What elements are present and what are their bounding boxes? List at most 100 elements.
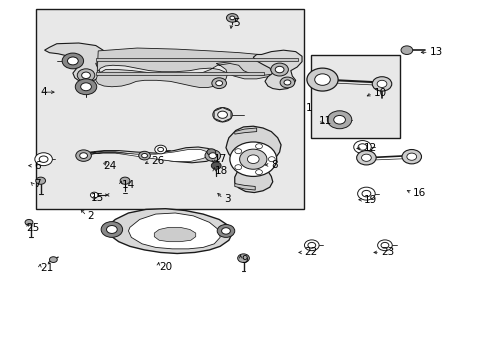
Circle shape: [106, 226, 117, 233]
Circle shape: [229, 142, 276, 176]
Circle shape: [371, 77, 391, 91]
Circle shape: [234, 149, 241, 154]
Circle shape: [327, 111, 351, 129]
Text: 21: 21: [41, 263, 54, 273]
Circle shape: [35, 153, 52, 166]
Text: 13: 13: [429, 47, 442, 57]
Circle shape: [221, 228, 230, 234]
Circle shape: [81, 72, 90, 78]
Text: 22: 22: [304, 247, 317, 257]
Circle shape: [155, 145, 166, 154]
Circle shape: [25, 220, 33, 225]
Circle shape: [208, 153, 216, 158]
Circle shape: [361, 190, 370, 197]
Text: 18: 18: [215, 166, 228, 176]
Circle shape: [406, 153, 416, 160]
Circle shape: [237, 254, 249, 262]
Circle shape: [377, 240, 391, 251]
Text: 25: 25: [26, 224, 39, 233]
Polygon shape: [107, 209, 232, 253]
Circle shape: [142, 153, 147, 158]
Circle shape: [63, 54, 82, 68]
Text: 5: 5: [232, 18, 239, 28]
Circle shape: [49, 257, 57, 262]
Circle shape: [80, 153, 87, 158]
Circle shape: [36, 177, 45, 184]
Circle shape: [255, 170, 262, 175]
Circle shape: [357, 144, 366, 150]
Circle shape: [268, 157, 275, 162]
Polygon shape: [96, 58, 298, 61]
Text: 12: 12: [363, 143, 376, 153]
Circle shape: [307, 242, 315, 248]
Text: 9: 9: [241, 255, 248, 265]
Circle shape: [280, 77, 294, 88]
Circle shape: [68, 57, 78, 64]
Circle shape: [139, 151, 150, 160]
Text: 2: 2: [87, 211, 94, 221]
Circle shape: [306, 68, 337, 91]
Polygon shape: [154, 227, 195, 242]
Circle shape: [81, 83, 91, 91]
Text: 11: 11: [318, 116, 331, 126]
Circle shape: [77, 69, 95, 82]
Circle shape: [204, 150, 220, 161]
Polygon shape: [234, 184, 255, 190]
Circle shape: [75, 79, 97, 95]
Circle shape: [120, 177, 130, 184]
Text: 26: 26: [151, 156, 164, 166]
Text: 19: 19: [363, 195, 376, 205]
Text: 6: 6: [34, 161, 41, 171]
Circle shape: [361, 154, 370, 161]
Circle shape: [304, 240, 319, 251]
Circle shape: [206, 149, 215, 155]
FancyBboxPatch shape: [36, 9, 304, 210]
Circle shape: [234, 165, 241, 170]
Polygon shape: [96, 72, 264, 75]
Circle shape: [211, 162, 221, 169]
Polygon shape: [96, 48, 283, 87]
Text: 7: 7: [34, 179, 41, 189]
Circle shape: [353, 140, 370, 153]
Text: 20: 20: [159, 262, 172, 272]
Circle shape: [215, 81, 222, 86]
Circle shape: [314, 74, 330, 85]
Polygon shape: [78, 147, 217, 163]
Polygon shape: [225, 126, 281, 193]
Circle shape: [401, 149, 421, 164]
Text: 14: 14: [122, 180, 135, 190]
Text: 4: 4: [41, 87, 47, 97]
Circle shape: [229, 16, 234, 20]
Circle shape: [211, 78, 226, 89]
Circle shape: [101, 222, 122, 237]
Text: 16: 16: [412, 188, 425, 198]
Text: 24: 24: [103, 161, 116, 171]
FancyBboxPatch shape: [310, 55, 399, 138]
Text: 3: 3: [224, 194, 230, 204]
Circle shape: [376, 80, 386, 87]
Circle shape: [380, 242, 388, 248]
Polygon shape: [253, 50, 302, 90]
Polygon shape: [128, 213, 220, 249]
Text: 10: 10: [373, 88, 386, 98]
Circle shape: [247, 155, 259, 163]
Circle shape: [158, 147, 163, 152]
Circle shape: [284, 80, 290, 85]
Circle shape: [255, 144, 262, 149]
Text: 15: 15: [91, 193, 104, 203]
Circle shape: [356, 150, 375, 165]
Circle shape: [270, 63, 288, 76]
Polygon shape: [214, 108, 230, 122]
Circle shape: [357, 187, 374, 200]
Text: 23: 23: [380, 247, 393, 257]
Circle shape: [39, 156, 48, 162]
Polygon shape: [44, 43, 105, 82]
Circle shape: [212, 108, 232, 122]
Circle shape: [217, 111, 227, 118]
Circle shape: [76, 150, 91, 161]
Circle shape: [400, 46, 412, 54]
Text: 1: 1: [305, 103, 311, 113]
Circle shape: [333, 116, 345, 124]
Circle shape: [275, 66, 284, 73]
Polygon shape: [82, 149, 210, 161]
